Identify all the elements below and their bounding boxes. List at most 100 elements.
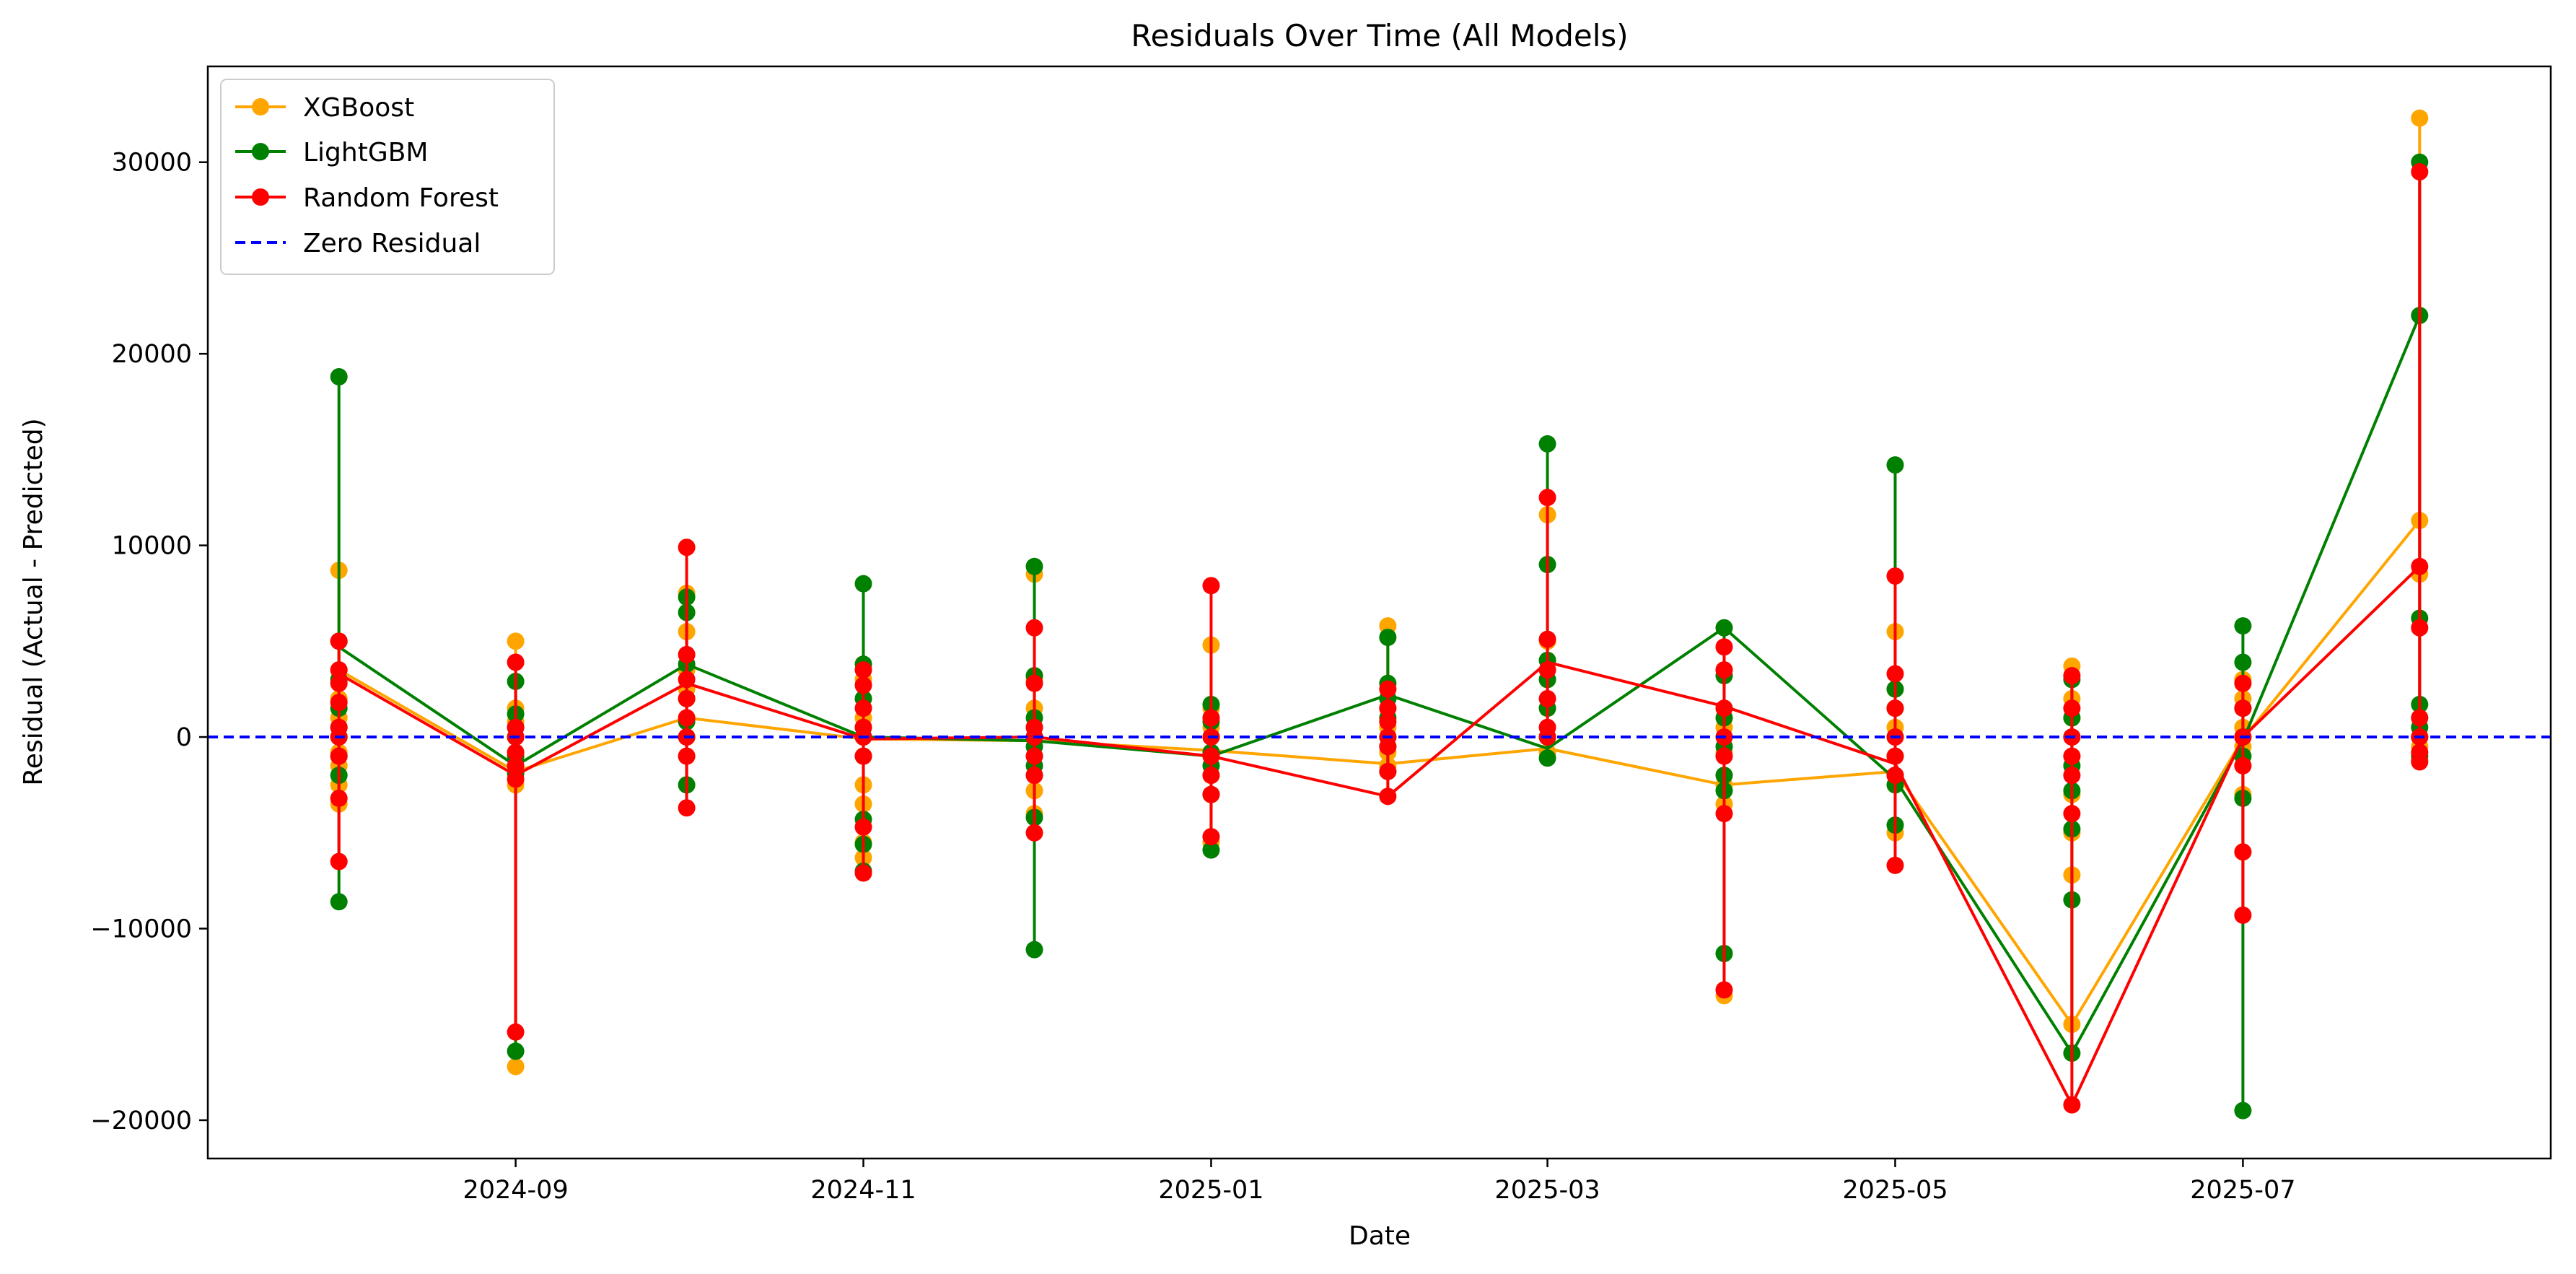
data-point-random-forest [678, 709, 696, 727]
chart-title: Residuals Over Time (All Models) [1131, 18, 1628, 53]
data-point-random-forest [1538, 489, 1556, 507]
legend-label-zero-residual: Zero Residual [303, 229, 481, 258]
data-point-random-forest [1202, 828, 1220, 846]
data-point-lightgbm [1886, 456, 1904, 474]
data-point-random-forest [854, 676, 872, 694]
data-point-lightgbm [1538, 749, 1556, 767]
data-point-random-forest [2063, 667, 2081, 685]
data-point-random-forest [678, 671, 696, 689]
data-point-random-forest [1025, 674, 1043, 692]
data-point-random-forest [2411, 619, 2429, 637]
data-point-random-forest [2063, 767, 2081, 785]
legend-label-random-forest: Random Forest [303, 183, 499, 213]
data-point-random-forest [2234, 906, 2252, 924]
data-point-lightgbm [507, 1042, 525, 1060]
data-point-random-forest [507, 770, 525, 788]
data-point-lightgbm [2234, 1101, 2252, 1120]
data-point-random-forest [1379, 762, 1397, 780]
data-point-random-forest [1025, 747, 1043, 765]
series-line-random-forest [338, 565, 2421, 1109]
y-tick-label: 0 [176, 723, 192, 752]
data-point-lightgbm [1379, 629, 1397, 647]
data-point-random-forest [330, 789, 348, 807]
data-point-random-forest [330, 674, 348, 692]
data-point-random-forest [2411, 162, 2429, 180]
data-point-random-forest [1538, 630, 1556, 648]
legend-marker-random-forest [252, 188, 269, 206]
legend: XGBoost LightGBM Random Forest Zero Resi… [220, 79, 555, 275]
data-point-random-forest [678, 538, 696, 557]
data-point-random-forest [1025, 767, 1043, 785]
data-point-random-forest [507, 743, 525, 762]
data-point-random-forest [2063, 1096, 2081, 1114]
data-point-random-forest [507, 653, 525, 671]
x-tick-label: 2025-07 [2190, 1176, 2295, 1205]
data-point-random-forest [2234, 674, 2252, 692]
data-point-random-forest [2234, 756, 2252, 775]
data-point-random-forest [1715, 638, 1733, 656]
x-tick-label: 2024-11 [810, 1176, 916, 1205]
data-point-random-forest [1886, 665, 1904, 683]
data-point-random-forest [1886, 747, 1904, 765]
data-point-random-forest [1202, 577, 1220, 595]
legend-label-lightgbm: LightGBM [303, 138, 429, 167]
data-point-random-forest [854, 661, 872, 679]
y-tick-label: 10000 [112, 532, 192, 561]
x-tick-label: 2025-03 [1494, 1176, 1600, 1205]
y-tick-label: 30000 [112, 149, 192, 178]
data-point-random-forest [1202, 709, 1220, 727]
y-tick-label: −10000 [90, 915, 192, 943]
data-point-random-forest [2063, 699, 2081, 717]
data-point-lightgbm [1025, 941, 1043, 959]
data-point-lightgbm [2234, 653, 2252, 671]
data-point-xgboost [2411, 109, 2429, 127]
data-point-random-forest [854, 818, 872, 836]
data-point-random-forest [854, 864, 872, 882]
x-axis-label: Date [1349, 1221, 1411, 1251]
data-point-xgboost [507, 632, 525, 650]
data-point-random-forest [678, 645, 696, 663]
data-point-random-forest [854, 699, 872, 717]
data-point-random-forest [1379, 680, 1397, 698]
y-tick-label: 20000 [112, 340, 192, 369]
data-point-random-forest [1538, 661, 1556, 679]
data-point-lightgbm [330, 893, 348, 911]
data-point-lightgbm [1202, 841, 1220, 859]
data-point-random-forest [1886, 699, 1904, 717]
data-point-random-forest [678, 799, 696, 817]
data-point-random-forest [330, 661, 348, 679]
data-point-random-forest [2234, 843, 2252, 861]
series-random-forest [330, 162, 2429, 1114]
data-point-random-forest [507, 1023, 525, 1041]
x-tick-label: 2025-05 [1842, 1176, 1948, 1205]
data-point-random-forest [2411, 709, 2429, 727]
series-lightgbm [330, 153, 2429, 1120]
legend-marker-lightgbm [252, 143, 269, 160]
axis-ticks: −20000 −10000 0 10000 20000 30000 2024-09 2024-… [90, 149, 2295, 1205]
data-point-random-forest [1379, 699, 1397, 717]
data-point-random-forest [330, 747, 348, 765]
data-point-random-forest [1379, 738, 1397, 756]
data-point-lightgbm [854, 575, 872, 593]
data-point-random-forest [1538, 689, 1556, 707]
series-xgboost [330, 109, 2429, 1076]
data-point-random-forest [1202, 767, 1220, 785]
data-point-random-forest [854, 747, 872, 765]
data-point-random-forest [1715, 699, 1733, 717]
data-point-lightgbm [1715, 619, 1733, 637]
data-point-lightgbm [2234, 617, 2252, 635]
legend-label-xgboost: XGBoost [303, 93, 414, 123]
data-point-random-forest [678, 689, 696, 707]
data-point-random-forest [507, 756, 525, 775]
data-point-random-forest [2063, 747, 2081, 765]
data-point-random-forest [1025, 619, 1043, 637]
data-point-random-forest [2411, 753, 2429, 771]
x-tick-label: 2025-01 [1158, 1176, 1263, 1205]
data-point-lightgbm [1025, 557, 1043, 575]
data-point-random-forest [678, 747, 696, 765]
data-point-random-forest [1715, 981, 1733, 999]
data-point-random-forest [1886, 567, 1904, 585]
y-axis-label: Residual (Actual - Predicted) [19, 418, 48, 785]
y-tick-label: −20000 [90, 1107, 192, 1135]
